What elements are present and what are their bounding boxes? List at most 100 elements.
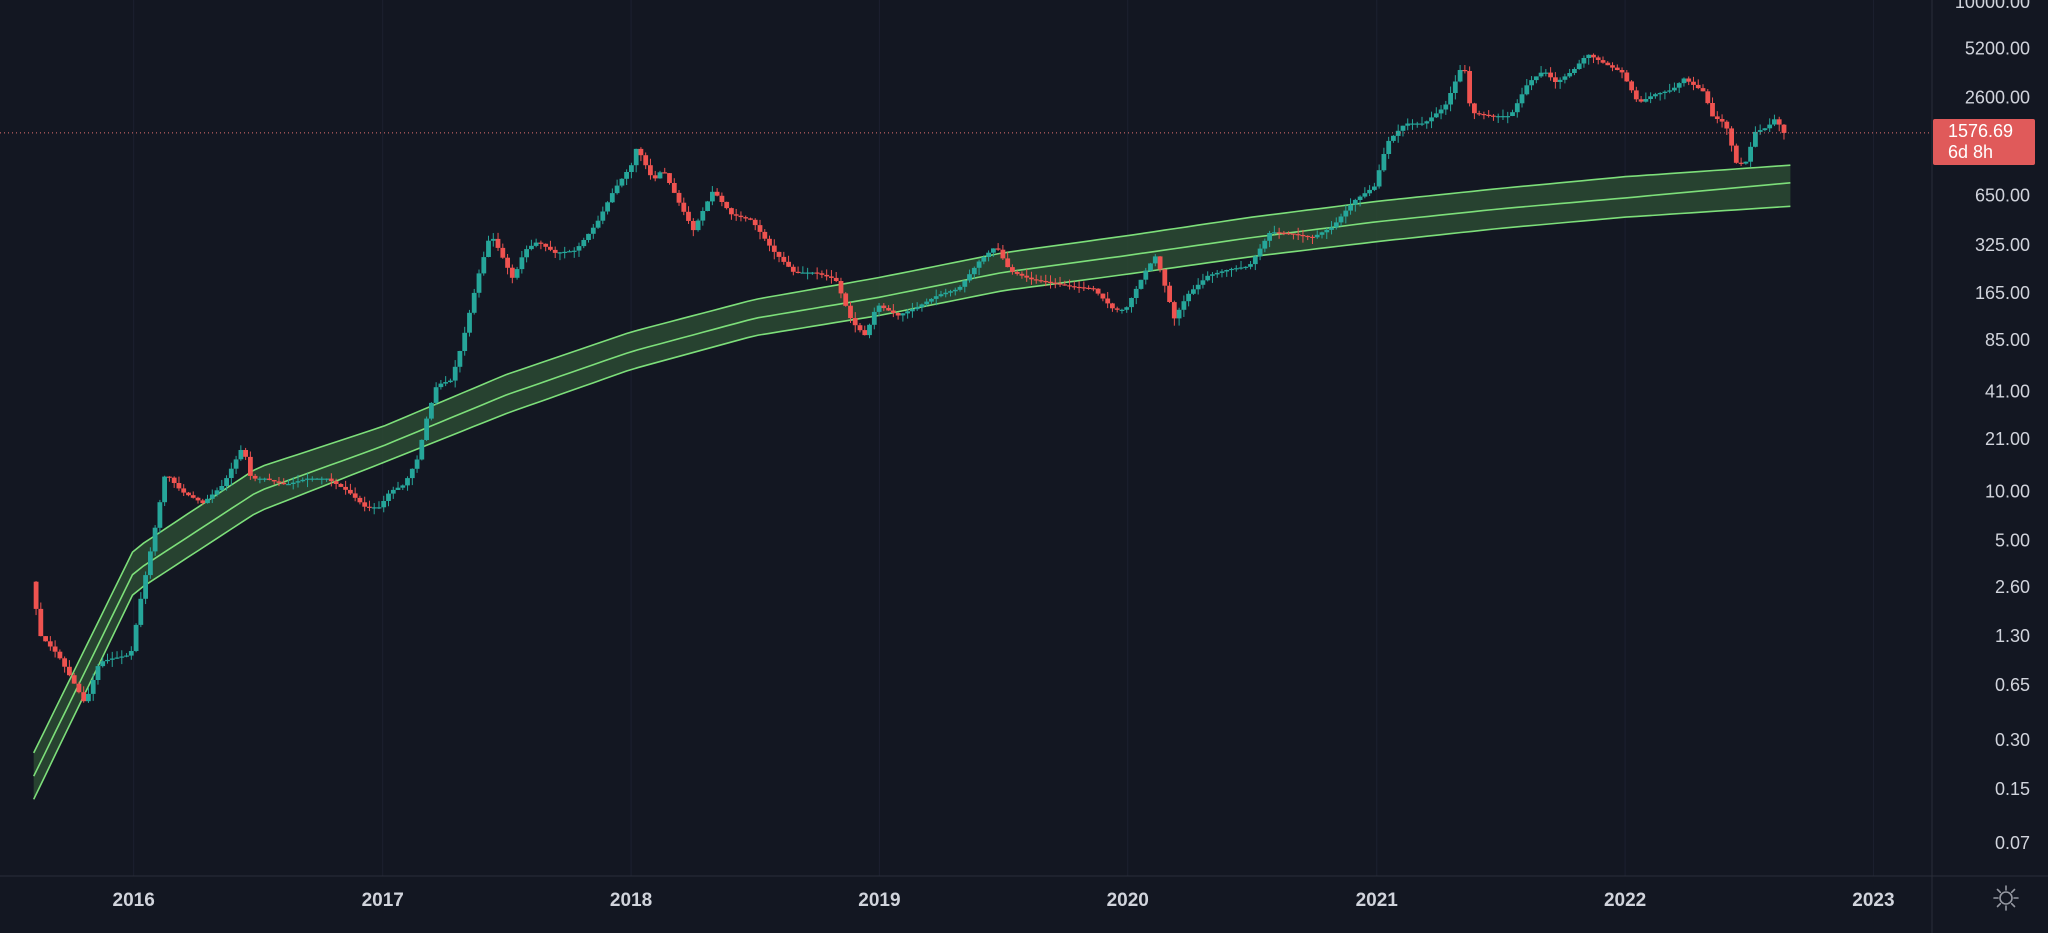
candle-body	[1210, 274, 1215, 276]
candle-body	[486, 240, 491, 257]
candle-body	[1610, 65, 1615, 68]
candle-body	[62, 658, 67, 667]
plot-area[interactable]	[0, 0, 1932, 876]
candle-body	[1038, 280, 1044, 282]
candle-body	[914, 307, 920, 310]
candle-body	[738, 215, 744, 218]
candle-body	[448, 380, 453, 383]
candle-body	[1014, 272, 1020, 274]
candle-body	[938, 294, 944, 297]
candle-body	[1543, 72, 1549, 74]
candle-body	[357, 497, 363, 503]
time-axis[interactable]: 2016 2017 2018 2019 2020 2021 2022 2023	[113, 890, 1895, 911]
gear-icon[interactable]	[1992, 884, 2020, 912]
candle-body	[1767, 124, 1773, 129]
candle-body	[886, 308, 891, 311]
price-tick-label: 2.60	[1995, 577, 2030, 597]
candle-body	[924, 301, 930, 305]
candle-body	[1452, 81, 1458, 93]
candle-body	[1629, 81, 1634, 91]
candle-body	[1024, 275, 1030, 278]
candle-body	[324, 478, 329, 480]
candle-body	[1410, 123, 1415, 125]
candle-body	[1657, 93, 1663, 95]
candle-body	[1700, 88, 1706, 92]
candle-body	[1081, 287, 1087, 289]
candle-body	[1333, 222, 1339, 228]
candle-body	[1348, 204, 1353, 211]
candle-body	[267, 478, 272, 480]
candle-body	[1486, 114, 1492, 116]
candle-body	[243, 450, 248, 457]
candle-body	[638, 148, 644, 156]
candle-body	[910, 309, 915, 312]
candle-body	[1233, 268, 1239, 270]
candle-body	[281, 482, 287, 485]
candle-body	[1586, 54, 1592, 58]
candle-body	[1071, 286, 1077, 288]
candle-body	[1762, 128, 1768, 131]
candle-body	[1252, 256, 1258, 265]
candle-body	[609, 193, 615, 203]
price-tick-label: 21.00	[1985, 429, 2030, 449]
candle-body	[162, 476, 167, 503]
candle-body	[1624, 72, 1630, 82]
candle-body	[843, 293, 849, 306]
candle-body	[1724, 121, 1730, 129]
candle-body	[733, 214, 739, 216]
candle-body	[1429, 117, 1434, 122]
candle-body	[257, 478, 263, 480]
candle-body	[1219, 271, 1225, 273]
candle-body	[1710, 103, 1715, 117]
price-axis[interactable]: 10000.00 5200.00 2600.00 650.00 325.00 165.00…	[1955, 0, 2030, 853]
candle-body	[1600, 60, 1606, 63]
candle-body	[481, 257, 487, 274]
candle-body	[1686, 78, 1692, 82]
candle-body	[262, 478, 268, 480]
candle-body	[333, 481, 339, 484]
candle-body	[1467, 71, 1472, 104]
candle-body	[905, 311, 910, 314]
candle-body	[1286, 233, 1292, 235]
candle-body	[1329, 227, 1334, 230]
candle-body	[438, 383, 444, 388]
candle-body	[1443, 104, 1449, 110]
candle-body	[1067, 285, 1072, 287]
candle-body	[514, 269, 520, 278]
price-tick-label: 650.00	[1975, 186, 2030, 206]
candle-body	[862, 330, 868, 336]
candle-body	[1705, 91, 1711, 104]
candle-body	[1295, 234, 1301, 236]
candle-body	[867, 324, 872, 336]
candle-body	[467, 312, 472, 333]
candle-body	[509, 267, 515, 278]
candle-body	[757, 225, 763, 232]
candle-body	[228, 468, 234, 478]
candle-body	[167, 476, 172, 478]
candle-body	[1438, 109, 1444, 114]
candle-body	[957, 286, 963, 290]
candle-body	[1524, 85, 1530, 95]
candle-body	[1119, 309, 1125, 311]
candle-body	[238, 450, 244, 460]
candle-body	[219, 486, 225, 491]
candle-body	[1362, 193, 1368, 197]
candle-body	[376, 507, 382, 509]
candle-body	[429, 402, 434, 419]
candle-body	[781, 256, 787, 262]
candle-body	[1572, 69, 1577, 73]
candle-body	[633, 148, 639, 166]
candle-body	[624, 172, 629, 179]
candle-body	[1448, 93, 1453, 105]
candle-body	[314, 478, 320, 480]
candle-body	[557, 252, 563, 254]
last-price-label: 1576.69	[1948, 121, 2014, 141]
candle-body	[652, 175, 658, 179]
candle-body	[1314, 234, 1320, 238]
candle-body	[1124, 307, 1130, 310]
candle-body	[419, 439, 425, 460]
candle-body	[1576, 63, 1582, 69]
candle-body	[114, 657, 120, 659]
